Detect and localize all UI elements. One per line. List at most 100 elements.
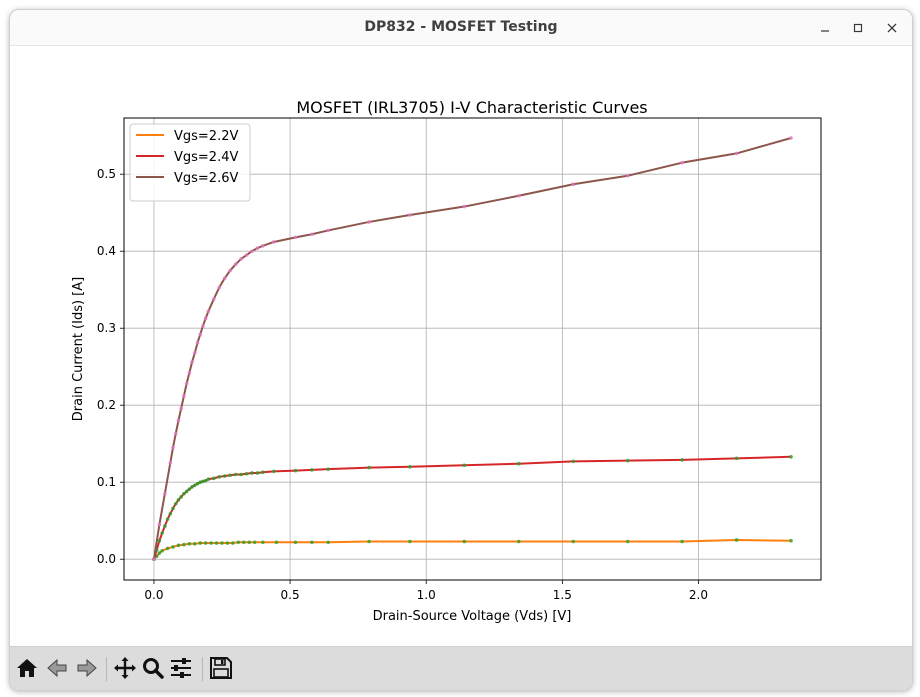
grid-lines (124, 118, 821, 580)
data-point (190, 360, 194, 364)
close-icon (887, 23, 897, 33)
close-button[interactable] (882, 18, 902, 38)
data-point (171, 445, 175, 450)
data-point (516, 461, 521, 466)
y-tick-label: 0.3 (97, 321, 116, 335)
data-point (201, 479, 205, 484)
data-point (233, 262, 238, 267)
data-point (252, 540, 257, 545)
data-point (157, 551, 162, 555)
data-point (179, 406, 183, 411)
data-point (274, 540, 279, 545)
data-point (310, 232, 314, 237)
data-point (192, 351, 197, 355)
data-point (516, 193, 521, 198)
data-point (168, 461, 173, 465)
data-point (367, 465, 371, 470)
data-point (244, 471, 249, 476)
data-point (206, 309, 211, 314)
data-point (206, 477, 211, 481)
zoom-button[interactable] (140, 654, 166, 682)
pan-button[interactable] (112, 654, 138, 682)
data-point (182, 542, 186, 547)
data-point (228, 268, 232, 273)
save-button[interactable] (208, 654, 234, 682)
data-point (236, 540, 241, 545)
data-point (203, 316, 208, 321)
data-point (571, 459, 576, 464)
minimize-button[interactable] (815, 18, 835, 38)
data-point (367, 220, 371, 224)
data-point (198, 332, 203, 337)
data-point (625, 173, 630, 178)
data-point (195, 341, 200, 345)
data-point (293, 540, 298, 545)
x-tick-label: 0.5 (281, 588, 300, 602)
data-point (220, 541, 224, 545)
data-point (462, 204, 467, 209)
data-point (244, 253, 249, 257)
data-point (261, 540, 265, 545)
y-tick-label: 0.4 (97, 244, 116, 258)
data-point (310, 468, 314, 472)
data-point (734, 538, 739, 542)
data-point (326, 540, 331, 545)
data-point (192, 542, 197, 546)
window-title: DP832 - MOSFET Testing (364, 19, 558, 35)
maximize-button[interactable] (848, 18, 868, 38)
back-button[interactable] (44, 654, 70, 682)
data-point (571, 539, 576, 544)
plot-frame (123, 117, 822, 581)
data-point (176, 543, 181, 548)
home-button[interactable] (14, 654, 40, 682)
series-0 (152, 538, 793, 562)
data-point (203, 478, 208, 483)
pan-icon (114, 657, 136, 679)
data-point (201, 324, 205, 328)
forward-button[interactable] (74, 654, 100, 682)
data-point (225, 541, 230, 545)
data-point (239, 257, 243, 261)
data-point (293, 235, 298, 240)
app-window: DP832 - MOSFET Testing 0.0 0.5 1.0 1.5 2.0 0.… (9, 9, 913, 691)
data-point (163, 524, 167, 528)
data-point (165, 517, 170, 521)
back-icon (47, 658, 67, 678)
data-point (190, 485, 194, 489)
data-point (195, 481, 200, 486)
y-tick-label: 0.2 (97, 398, 116, 412)
data-point (271, 469, 276, 474)
data-point (242, 540, 246, 545)
home-icon (17, 659, 37, 677)
data-point (462, 539, 467, 544)
data-point (214, 541, 219, 545)
data-point (255, 471, 260, 475)
data-point (209, 541, 213, 545)
data-point (182, 394, 186, 398)
y-axis-label: Drain Current (Ids) [A] (71, 277, 86, 421)
figure-canvas[interactable]: 0.0 0.5 1.0 1.5 2.0 0.0 0.1 0.2 0.3 0.4 0.5 MOSFET… (10, 46, 912, 646)
data-point (168, 511, 173, 516)
configure-subplots-button[interactable] (168, 654, 194, 682)
data-point (176, 498, 181, 502)
title-bar[interactable]: DP832 - MOSFET Testing (10, 10, 912, 46)
data-point (250, 249, 254, 254)
data-point (516, 539, 521, 544)
chart-svg: 0.0 0.5 1.0 1.5 2.0 0.0 0.1 0.2 0.3 0.4 0.5 MOSFET… (71, 98, 822, 624)
data-point (157, 522, 162, 527)
data-point (187, 487, 192, 491)
x-tick-label: 1.5 (553, 588, 572, 602)
data-point (271, 240, 276, 244)
data-point (231, 541, 235, 545)
data-point (326, 228, 331, 233)
chart-title: MOSFET (IRL3705) I-V Characteristic Curv… (296, 98, 647, 117)
data-point (160, 531, 164, 535)
data-point (367, 539, 371, 544)
data-point (462, 463, 467, 468)
data-point (173, 501, 178, 506)
toolbar-separator (106, 657, 107, 681)
data-point (157, 538, 162, 543)
data-point (184, 489, 189, 494)
forward-icon (77, 658, 97, 678)
y-tick-label: 0.5 (97, 167, 116, 181)
